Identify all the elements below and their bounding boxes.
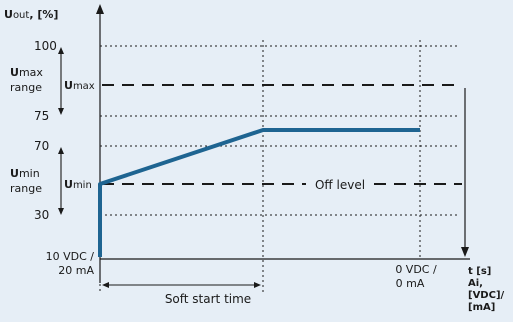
x-axis-title-line1: t [s] <box>468 266 491 277</box>
t-axis-arrowhead <box>461 247 469 257</box>
soft-start-arrowhead-left <box>102 282 109 288</box>
umin-range-arrowhead-down <box>58 208 64 215</box>
origin-label-line1: 10 VDC / <box>46 250 95 263</box>
umax-inline-label: Umax <box>64 79 95 92</box>
umin-range-arrowhead-up <box>58 147 64 154</box>
off-level-label: Off level <box>315 178 365 192</box>
umax-range-arrowhead-down <box>58 108 64 115</box>
soft-start-time-label: Soft start time <box>165 292 251 306</box>
umax-range-arrowhead-up <box>58 47 64 54</box>
umin-inline-label: Umin <box>64 178 92 191</box>
tick-label-30: 30 <box>34 208 49 222</box>
zero-signal-label-line1: 0 VDC / <box>395 263 437 276</box>
x-axis-title-line3: [VDC]/ <box>468 290 505 301</box>
umax-range-label: Umax <box>10 66 43 79</box>
umin-inline-label-bg <box>62 176 96 191</box>
y-axis-title: Uout, [%] <box>4 8 58 21</box>
umax-range-word: range <box>10 81 42 94</box>
tick-label-100: 100 <box>34 39 57 53</box>
origin-label-line2: 20 mA <box>58 264 94 277</box>
umin-range-label: Umin <box>10 167 40 180</box>
soft-start-arrowhead-right <box>254 282 261 288</box>
soft-start-curve <box>98 128 420 257</box>
tick-label-70: 70 <box>34 139 49 153</box>
zero-signal-label-line2: 0 mA <box>396 277 425 290</box>
tick-label-75: 75 <box>34 109 49 123</box>
umin-range-word: range <box>10 182 42 195</box>
x-axis-title-line2: Ai, <box>468 278 483 289</box>
y-axis-arrowhead <box>96 4 104 14</box>
umax-inline-label-bg <box>62 77 98 92</box>
x-axis-title-line4: [mA] <box>468 302 495 313</box>
